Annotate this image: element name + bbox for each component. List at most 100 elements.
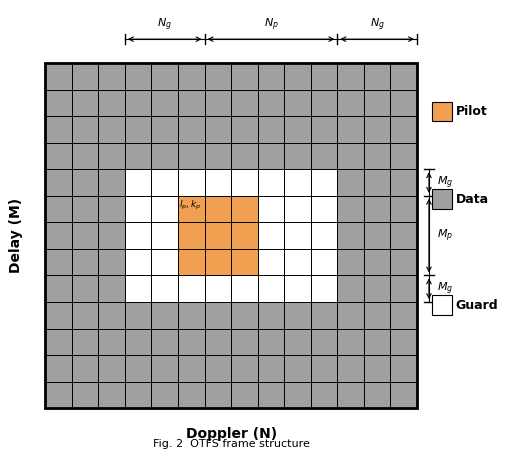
Bar — [311, 63, 337, 90]
Bar — [231, 90, 258, 116]
Bar — [125, 63, 151, 90]
Bar — [432, 102, 451, 121]
Bar — [72, 196, 98, 223]
Bar — [284, 223, 311, 249]
Text: Fig. 2  OTFS frame structure: Fig. 2 OTFS frame structure — [153, 439, 310, 449]
Bar — [231, 382, 258, 408]
Bar — [258, 328, 284, 355]
Bar — [258, 63, 284, 90]
Bar — [178, 328, 205, 355]
Bar — [151, 223, 178, 249]
Bar — [364, 328, 390, 355]
Bar — [337, 328, 364, 355]
Bar — [284, 328, 311, 355]
Bar — [311, 275, 337, 302]
Bar — [178, 382, 205, 408]
Bar — [258, 249, 284, 275]
Bar — [125, 328, 151, 355]
Bar — [178, 355, 205, 382]
Bar — [125, 355, 151, 382]
Bar — [231, 355, 258, 382]
Bar — [178, 302, 205, 328]
Bar — [151, 169, 178, 196]
Bar — [390, 249, 417, 275]
Bar — [205, 302, 231, 328]
Bar — [337, 196, 364, 223]
Bar — [364, 90, 390, 116]
Bar — [98, 223, 125, 249]
Bar — [390, 143, 417, 169]
Text: Guard: Guard — [456, 299, 498, 312]
Bar — [390, 223, 417, 249]
Bar — [390, 116, 417, 143]
Bar — [258, 116, 284, 143]
Bar — [258, 275, 284, 302]
Bar — [337, 382, 364, 408]
Bar — [390, 355, 417, 382]
Bar — [258, 90, 284, 116]
Bar — [72, 328, 98, 355]
Bar — [390, 90, 417, 116]
Bar — [125, 249, 151, 275]
Text: $N_g$: $N_g$ — [370, 17, 385, 33]
Bar — [337, 223, 364, 249]
Bar — [231, 143, 258, 169]
Bar — [258, 355, 284, 382]
Bar — [151, 275, 178, 302]
Bar — [151, 143, 178, 169]
Bar — [284, 249, 311, 275]
Bar — [258, 143, 284, 169]
Bar — [125, 275, 151, 302]
Bar — [151, 90, 178, 116]
Bar — [284, 196, 311, 223]
Bar — [311, 382, 337, 408]
Bar — [390, 382, 417, 408]
Bar — [231, 249, 258, 275]
Bar — [284, 275, 311, 302]
Bar — [205, 116, 231, 143]
Bar — [311, 249, 337, 275]
Bar — [205, 249, 231, 275]
Bar — [125, 382, 151, 408]
Bar — [337, 63, 364, 90]
Bar — [151, 249, 178, 275]
Bar — [72, 116, 98, 143]
Bar — [45, 249, 72, 275]
Bar — [178, 196, 205, 223]
Bar — [432, 295, 451, 315]
Bar — [284, 169, 311, 196]
Text: $M_g$: $M_g$ — [437, 174, 453, 191]
Bar — [151, 116, 178, 143]
Bar — [72, 63, 98, 90]
Bar — [284, 302, 311, 328]
Text: $M_g$: $M_g$ — [437, 281, 453, 297]
Bar — [364, 382, 390, 408]
Bar — [337, 116, 364, 143]
Bar — [45, 143, 72, 169]
Bar — [364, 275, 390, 302]
Bar — [45, 196, 72, 223]
Bar — [45, 63, 72, 90]
Bar — [258, 302, 284, 328]
Text: Delay (M): Delay (M) — [9, 198, 23, 273]
Bar — [284, 116, 311, 143]
Bar — [337, 90, 364, 116]
Bar — [151, 302, 178, 328]
Bar — [72, 355, 98, 382]
Bar — [125, 223, 151, 249]
Bar — [311, 90, 337, 116]
Bar — [311, 143, 337, 169]
Bar — [72, 90, 98, 116]
Bar — [258, 223, 284, 249]
Bar — [311, 116, 337, 143]
Bar — [125, 302, 151, 328]
Bar — [98, 302, 125, 328]
Bar — [45, 302, 72, 328]
Bar — [284, 382, 311, 408]
Bar — [45, 355, 72, 382]
Bar — [311, 328, 337, 355]
Bar — [311, 169, 337, 196]
Bar — [390, 169, 417, 196]
Bar — [98, 275, 125, 302]
Bar — [311, 223, 337, 249]
